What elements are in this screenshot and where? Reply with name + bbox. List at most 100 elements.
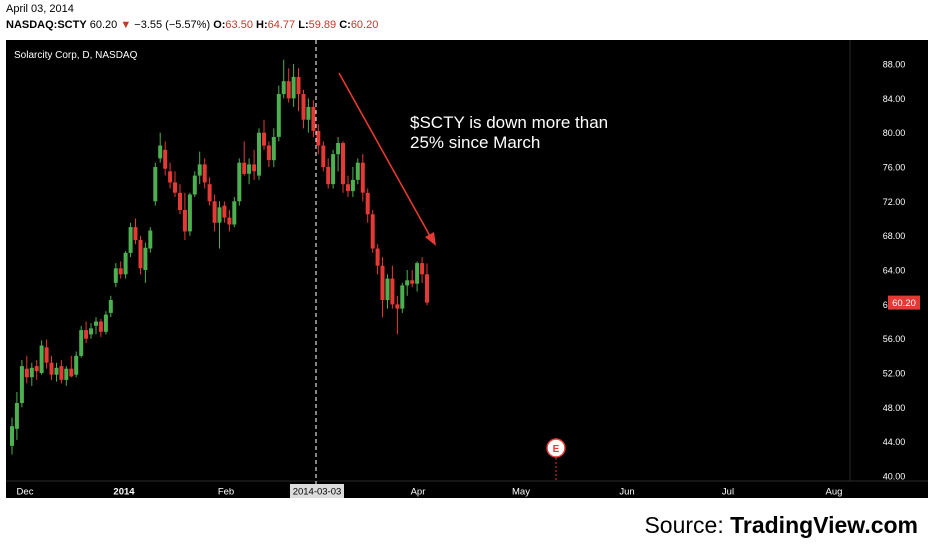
candle-body bbox=[271, 137, 276, 161]
candle-body bbox=[365, 192, 370, 215]
candle bbox=[350, 167, 355, 197]
candle-body bbox=[118, 268, 123, 275]
close-label: C: bbox=[339, 19, 351, 31]
candle bbox=[118, 261, 123, 279]
candle bbox=[153, 162, 158, 206]
candle-body bbox=[49, 362, 54, 375]
source-name: TradingView.com bbox=[730, 512, 918, 538]
candle bbox=[232, 197, 237, 228]
candle bbox=[380, 257, 385, 318]
low-value: 59.89 bbox=[308, 19, 337, 31]
candle-body bbox=[237, 162, 242, 202]
candle bbox=[168, 162, 173, 189]
source-prefix: Source: bbox=[644, 512, 731, 538]
candle bbox=[400, 282, 405, 313]
candle bbox=[326, 158, 331, 189]
candle-body bbox=[34, 366, 39, 372]
y-tick-label: 68.00 bbox=[883, 231, 906, 241]
candle bbox=[54, 362, 59, 382]
crosshair-date-label: 2014-03-03 bbox=[290, 484, 344, 498]
candle bbox=[242, 141, 247, 176]
candle bbox=[385, 274, 390, 309]
candle bbox=[301, 89, 306, 129]
candle-body bbox=[390, 278, 395, 305]
y-tick-label: 40.00 bbox=[883, 472, 906, 482]
earnings-marker[interactable]: E bbox=[546, 438, 566, 481]
candle bbox=[10, 417, 14, 455]
candle bbox=[178, 184, 182, 215]
header-last: 60.20 bbox=[89, 19, 118, 31]
candle bbox=[192, 171, 197, 197]
candle-body bbox=[19, 366, 24, 403]
candle bbox=[202, 158, 207, 189]
candle-body bbox=[385, 278, 390, 301]
candle-body bbox=[168, 171, 173, 183]
y-tick-label: 64.00 bbox=[883, 266, 906, 276]
candle-body bbox=[173, 182, 177, 193]
candle-body bbox=[370, 214, 375, 249]
candle bbox=[103, 311, 108, 335]
high-value: 64.77 bbox=[267, 19, 296, 31]
candle-body bbox=[380, 265, 385, 300]
x-tick-label: 2014 bbox=[113, 487, 135, 498]
time-axis: Dec 2014 Feb Apr May Jun Jul Aug bbox=[17, 487, 843, 498]
candle bbox=[286, 68, 291, 103]
header-quote: NASDAQ:SCTY 60.20 ▼ −3.55 (−5.57%) O:63.… bbox=[6, 19, 378, 31]
candle bbox=[29, 362, 34, 386]
y-tick-label: 44.00 bbox=[883, 437, 906, 447]
candle-body bbox=[10, 426, 14, 446]
open-label: O: bbox=[213, 19, 226, 31]
candle-body bbox=[222, 205, 227, 218]
earnings-icon: E bbox=[553, 444, 560, 455]
candle bbox=[276, 85, 281, 142]
candle bbox=[336, 137, 341, 172]
candle bbox=[346, 175, 350, 197]
candle bbox=[123, 251, 128, 279]
candle bbox=[64, 366, 69, 386]
candle-body bbox=[410, 280, 415, 284]
candle bbox=[173, 171, 177, 197]
candle bbox=[395, 295, 400, 335]
candle-body bbox=[262, 132, 266, 146]
candle bbox=[420, 257, 425, 283]
candle bbox=[39, 340, 44, 375]
candle bbox=[355, 158, 360, 185]
candle-body bbox=[207, 184, 212, 202]
candle-body bbox=[158, 145, 163, 159]
crosshair-date-text: 2014-03-03 bbox=[293, 487, 342, 498]
candle-body bbox=[281, 81, 286, 95]
candle-body bbox=[39, 345, 44, 373]
candle-body bbox=[311, 106, 316, 131]
candle-body bbox=[375, 248, 380, 266]
candle-body bbox=[69, 368, 74, 377]
candle bbox=[247, 158, 252, 185]
candle bbox=[24, 355, 29, 384]
candle bbox=[212, 194, 217, 232]
candle-body bbox=[64, 368, 69, 380]
candle bbox=[341, 141, 345, 193]
candle bbox=[113, 263, 118, 288]
candle-body bbox=[192, 175, 197, 195]
y-tick-label: 88.00 bbox=[883, 60, 906, 70]
candle bbox=[89, 323, 93, 339]
candle-body bbox=[29, 367, 34, 378]
chart-title: Solarcity Corp, D, NASDAQ bbox=[14, 50, 138, 61]
candle bbox=[108, 295, 113, 318]
candle bbox=[94, 317, 98, 335]
candle bbox=[306, 98, 311, 133]
candle-body bbox=[84, 330, 89, 339]
candle-body bbox=[405, 280, 410, 286]
candle bbox=[291, 64, 296, 107]
candle bbox=[365, 188, 370, 223]
candle bbox=[187, 192, 192, 236]
candle-body bbox=[326, 167, 331, 185]
annotation-line-2: 25% since March bbox=[410, 133, 540, 152]
candle bbox=[227, 209, 232, 232]
trend-arrow bbox=[338, 72, 436, 246]
candle-body bbox=[266, 145, 271, 161]
candle-body bbox=[321, 145, 326, 167]
candle bbox=[257, 128, 261, 180]
candle bbox=[79, 325, 84, 358]
candle-body bbox=[98, 321, 103, 332]
